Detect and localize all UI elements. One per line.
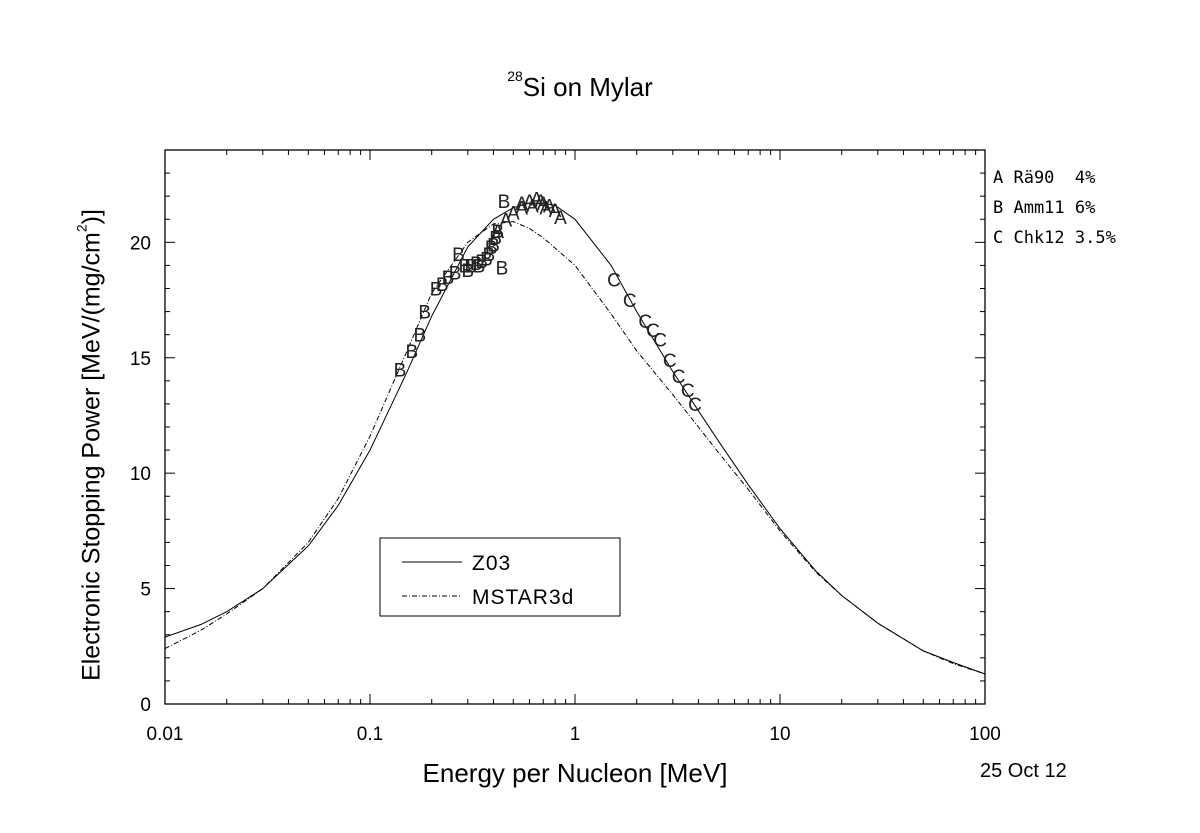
data-point-b: B bbox=[496, 259, 509, 280]
legend-box bbox=[379, 537, 621, 617]
data-point-b: B bbox=[491, 222, 504, 243]
data-point-c: C bbox=[623, 291, 637, 312]
x-axis-label: Energy per Nucleon [MeV] bbox=[422, 758, 728, 788]
mstar3d-curve bbox=[164, 221, 986, 675]
data-point-c: C bbox=[663, 351, 677, 372]
chart-title: 28Si on Mylar bbox=[0, 68, 1160, 103]
data-point-b: B bbox=[480, 249, 493, 270]
data-point-b: B bbox=[449, 263, 462, 284]
data-point-a: A bbox=[543, 196, 556, 217]
reference-c: C Chk12 3.5% bbox=[993, 228, 1116, 248]
data-point-b: B bbox=[430, 280, 443, 301]
data-point-b: B bbox=[489, 229, 502, 250]
data-point-b: B bbox=[436, 275, 449, 296]
data-point-b: B bbox=[394, 360, 407, 381]
data-point-a: A bbox=[526, 196, 539, 217]
data-point-a: A bbox=[534, 192, 547, 213]
y-tick-label: 5 bbox=[140, 580, 151, 601]
title-superscript: 28 bbox=[507, 68, 523, 84]
date-label: 25 Oct 12 bbox=[980, 760, 1067, 782]
data-point-a: A bbox=[491, 222, 504, 243]
data-point-a: A bbox=[554, 208, 567, 229]
x-tick-label: 100 bbox=[969, 724, 1001, 745]
y-tick-label: 10 bbox=[130, 464, 151, 485]
data-point-b: B bbox=[452, 245, 465, 266]
y-tick-label: 20 bbox=[130, 233, 151, 254]
data-point-b: B bbox=[483, 245, 496, 266]
x-tick-label: 0.01 bbox=[147, 724, 184, 745]
data-point-b: B bbox=[464, 256, 477, 277]
plot-frame bbox=[164, 149, 986, 705]
data-point-b: B bbox=[485, 238, 498, 259]
data-point-a: A bbox=[507, 203, 520, 224]
data-point-a: A bbox=[515, 199, 528, 220]
data-point-c: C bbox=[681, 381, 695, 402]
data-point-c: C bbox=[646, 321, 660, 342]
y-tick-label: 15 bbox=[130, 349, 151, 370]
data-point-b: B bbox=[473, 256, 486, 277]
data-point-b: B bbox=[461, 261, 474, 282]
data-point-c: C bbox=[672, 367, 686, 388]
data-point-a: A bbox=[523, 192, 536, 213]
y-tick-label: 0 bbox=[140, 695, 151, 716]
data-point-a: A bbox=[549, 201, 562, 222]
reference-list: A Rä90 4% B Amm11 6% C Chk12 3.5% bbox=[993, 163, 1116, 253]
x-tick-label: 0.1 bbox=[357, 724, 383, 745]
legend-label-mstar3d: MSTAR3d bbox=[472, 586, 574, 609]
z03-curve bbox=[164, 202, 986, 675]
data-point-b: B bbox=[475, 252, 488, 273]
title-text: Si on Mylar bbox=[522, 72, 653, 102]
data-point-b: B bbox=[498, 192, 511, 213]
legend-label-z03: Z03 bbox=[472, 552, 511, 575]
data-point-a: A bbox=[537, 194, 550, 215]
data-point-b: B bbox=[406, 342, 419, 363]
data-point-a: A bbox=[500, 210, 513, 231]
data-point-b: B bbox=[413, 326, 426, 347]
data-point-b: B bbox=[458, 256, 471, 277]
data-point-b: B bbox=[487, 236, 500, 257]
data-point-c: C bbox=[653, 330, 667, 351]
data-point-b: B bbox=[470, 254, 483, 275]
reference-b: B Amm11 6% bbox=[993, 198, 1096, 218]
data-point-b: B bbox=[418, 303, 431, 324]
data-point-c: C bbox=[607, 270, 621, 291]
data-point-c: C bbox=[688, 395, 702, 416]
data-point-b: B bbox=[442, 268, 455, 289]
data-point-c: C bbox=[638, 312, 652, 333]
x-tick-label: 10 bbox=[769, 724, 790, 745]
data-point-a: A bbox=[530, 189, 543, 210]
x-tick-label: 1 bbox=[570, 724, 581, 745]
data-point-a: A bbox=[539, 199, 552, 220]
reference-a: A Rä90 4% bbox=[993, 168, 1096, 188]
data-point-a: A bbox=[515, 194, 528, 215]
